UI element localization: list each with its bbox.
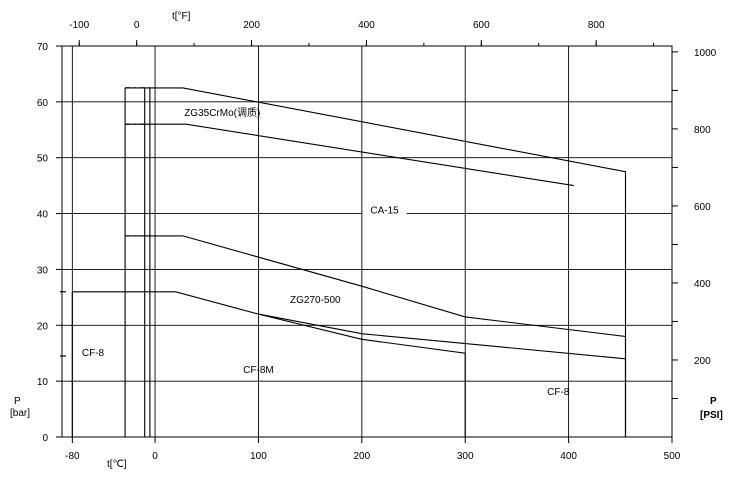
y-tick-label: 70 [37,42,49,53]
annotation-label: CA-15 [370,206,399,217]
x-tick-label: -80 [65,451,80,462]
series-line [258,313,466,437]
x-tick-label: 300 [457,451,474,462]
y-axis-unit: [bar] [10,408,30,419]
y-tick-label: 20 [37,321,49,332]
top-tick-label: 0 [134,20,140,31]
right-tick-label: 1000 [694,48,717,59]
top-tick-label: -100 [69,20,89,31]
y-tick-label: 60 [37,98,49,109]
top-tick-label: 800 [588,20,605,31]
right-tick-label: 200 [694,356,711,367]
series-line [125,235,627,437]
axes [56,40,678,443]
annotation-label: CF-8 [547,387,570,398]
right-axis-label: P [710,396,717,407]
series-lines [59,87,627,437]
x-tick-label: 200 [353,451,370,462]
top-axis-label: t[°F] [172,11,191,22]
series-line [125,123,574,187]
x-tick-label: 400 [560,451,577,462]
x-tick-label: 500 [664,451,681,462]
top-tick-label: 400 [358,20,375,31]
right-tick-label: 800 [694,125,711,136]
x-tick-label: 0 [152,451,158,462]
plot-frame [61,45,673,438]
x-axis-label: t[℃] [107,459,127,470]
series-line [72,291,627,437]
y-tick-label: 40 [37,210,49,221]
annotation-label: ZG270-500 [290,295,341,306]
annotation-label: CF-8M [243,365,274,376]
series-line [125,87,627,437]
annotations: ZG35CrMo(调质) CA-15 ZG270-500 CF-8 CF-8M CF-8 [82,107,570,398]
tick-labels: 0 10 20 30 40 50 60 70 -80 0 100 200 300 400 500 -100 0 2… [37,20,717,462]
top-tick-label: 200 [243,20,260,31]
grid-lines [62,46,672,437]
y-axis-label: P [14,396,21,407]
right-tick-label: 400 [694,279,711,290]
annotation-label: CF-8 [82,348,105,359]
y-tick-label: 10 [37,377,49,388]
y-tick-label: 30 [37,265,49,276]
annotation-bg [362,202,407,217]
y-tick-label: 50 [37,154,49,165]
right-tick-label: 600 [694,202,711,213]
top-tick-label: 600 [473,20,490,31]
right-axis-unit: [PSI] [700,410,723,421]
annotation-label: ZG35CrMo(调质) [184,107,260,119]
x-tick-label: 100 [250,451,267,462]
y-tick-label: 0 [42,433,48,444]
